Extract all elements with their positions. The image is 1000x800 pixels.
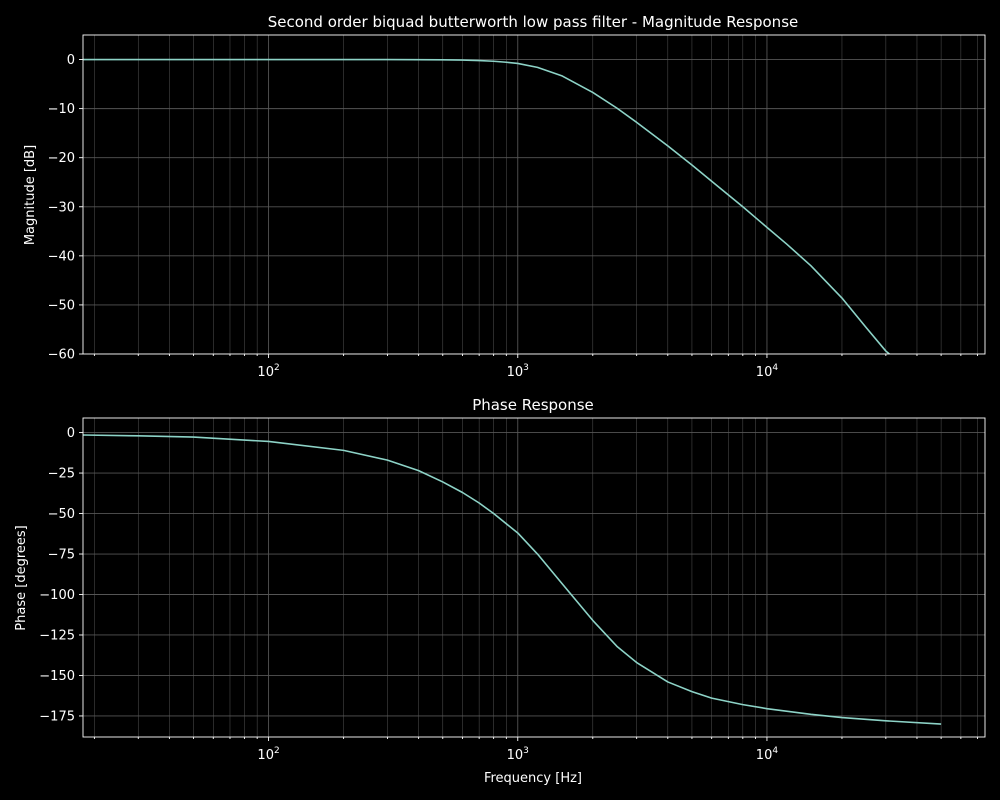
x-tick-base: 10 bbox=[257, 365, 274, 380]
y-tick-label: −20 bbox=[48, 151, 75, 166]
magnitude-panel: Second order biquad butterworth low pass… bbox=[23, 13, 986, 380]
y-tick-label: −50 bbox=[48, 507, 75, 522]
y-tick-label: −60 bbox=[48, 348, 75, 363]
x-tick-label: 103 bbox=[507, 746, 529, 763]
phase-ylabel: Phase [degrees] bbox=[14, 525, 29, 630]
x-tick-exponent: 2 bbox=[274, 363, 280, 373]
x-tick-base: 10 bbox=[756, 365, 773, 380]
y-tick-label: −50 bbox=[48, 298, 75, 313]
y-tick-label: −75 bbox=[48, 548, 75, 563]
y-tick-label: −100 bbox=[39, 588, 75, 603]
y-tick-label: −150 bbox=[39, 669, 75, 684]
x-tick-exponent: 2 bbox=[274, 746, 280, 756]
y-tick-label: −10 bbox=[48, 102, 75, 117]
x-tick-base: 10 bbox=[756, 748, 773, 763]
phase-xlabel: Frequency [Hz] bbox=[484, 771, 582, 786]
y-tick-label: −30 bbox=[48, 200, 75, 215]
x-tick-base: 10 bbox=[507, 365, 524, 380]
x-tick-label: 104 bbox=[756, 746, 779, 763]
phase-axes-frame bbox=[82, 417, 986, 738]
x-tick-base: 10 bbox=[507, 748, 524, 763]
y-tick-label: −125 bbox=[39, 628, 75, 643]
magnitude-grid bbox=[83, 35, 985, 354]
phase-series-line bbox=[83, 434, 942, 725]
x-tick-exponent: 3 bbox=[523, 363, 529, 373]
x-tick-label: 103 bbox=[507, 363, 529, 380]
x-tick-label: 104 bbox=[756, 363, 779, 380]
x-tick-exponent: 4 bbox=[772, 363, 778, 373]
magnitude-axes-frame bbox=[82, 34, 986, 355]
phase-panel: Phase Response Phase [degrees] Frequency… bbox=[14, 396, 986, 786]
magnitude-series-line bbox=[83, 58, 890, 354]
magnitude-title: Second order biquad butterworth low pass… bbox=[268, 13, 799, 31]
phase-grid bbox=[83, 418, 985, 737]
phase-title: Phase Response bbox=[472, 396, 594, 414]
y-tick-label: 0 bbox=[67, 426, 75, 441]
y-tick-label: −25 bbox=[48, 467, 75, 482]
x-tick-exponent: 4 bbox=[772, 746, 778, 756]
x-tick-label: 102 bbox=[257, 363, 279, 380]
x-tick-exponent: 3 bbox=[523, 746, 529, 756]
x-tick-label: 102 bbox=[257, 746, 279, 763]
y-tick-label: −175 bbox=[39, 709, 75, 724]
magnitude-ylabel: Magnitude [dB] bbox=[23, 145, 38, 245]
x-tick-base: 10 bbox=[257, 748, 274, 763]
y-tick-label: −40 bbox=[48, 249, 75, 264]
y-tick-label: 0 bbox=[67, 53, 75, 68]
